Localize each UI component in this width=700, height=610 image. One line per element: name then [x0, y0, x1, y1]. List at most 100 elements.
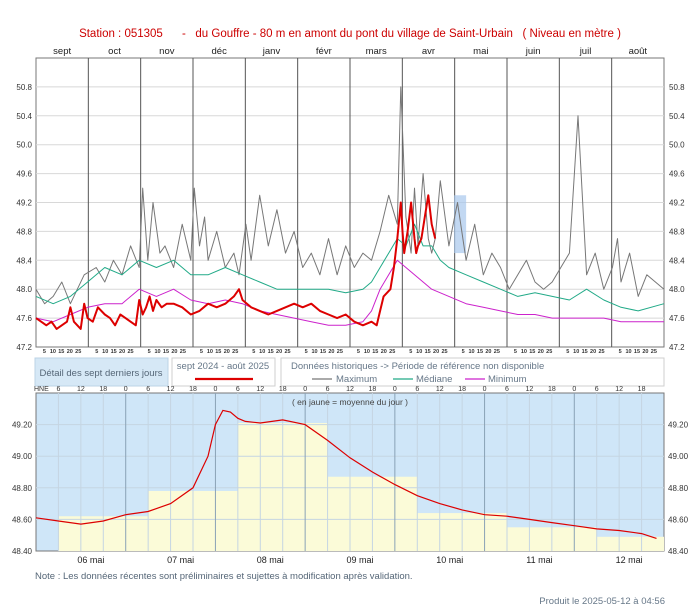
y-tick-label-right: 50.8 — [669, 83, 685, 92]
day-tick-label: 25 — [441, 349, 447, 355]
month-label: juil — [579, 46, 592, 57]
day-tick-label: 10 — [50, 349, 56, 355]
maximum-series-line — [35, 86, 665, 305]
y-tick-label-right: 47.6 — [669, 314, 685, 323]
recent-week-highlight — [454, 195, 467, 254]
hour-tick-label: 6 — [415, 386, 419, 393]
month-label: oct — [108, 46, 121, 57]
day-tick-label: 10 — [259, 349, 265, 355]
month-label: mars — [366, 46, 387, 57]
day-tick-label: 5 — [200, 349, 203, 355]
hour-tick-label: 6 — [146, 386, 150, 393]
day-tick-label: 10 — [311, 349, 317, 355]
hour-tick-label: 18 — [99, 386, 107, 393]
day-label: 12 mai — [616, 555, 643, 565]
detail-subtitle: ( en jaune = moyenne du jour ) — [292, 397, 408, 407]
day-tick-label: 20 — [119, 349, 125, 355]
legend: Détail des sept derniers jours sept 2024… — [34, 357, 665, 387]
hour-tick-label: 12 — [436, 386, 444, 393]
day-tick-label: 15 — [320, 349, 326, 355]
month-label: août — [629, 46, 648, 57]
day-label: 09 mai — [346, 555, 373, 565]
day-tick-label: 15 — [215, 349, 221, 355]
month-label: sept — [53, 46, 71, 57]
day-tick-label: 25 — [546, 349, 552, 355]
day-tick-label: 5 — [305, 349, 308, 355]
legend-historic-label: Données historiques -> Période de référe… — [291, 361, 544, 372]
hour-tick-label: 0 — [393, 386, 397, 393]
y-tick-label-right: 47.2 — [669, 343, 685, 352]
hour-tick-label: 18 — [548, 386, 556, 393]
detail-y-tick-label: 48.80 — [12, 484, 33, 493]
y-tick-label: 50.8 — [16, 83, 32, 92]
day-tick-label: 20 — [224, 349, 230, 355]
day-tick-label: 5 — [148, 349, 151, 355]
day-label: 07 mai — [167, 555, 194, 565]
day-tick-label: 10 — [468, 349, 474, 355]
y-tick-label: 50.4 — [16, 112, 32, 121]
day-tick-label: 5 — [462, 349, 465, 355]
hour-tick-label: 12 — [167, 386, 175, 393]
hour-tick-label: 0 — [483, 386, 487, 393]
hour-tick-label: 18 — [369, 386, 377, 393]
detail-y-tick-label: 48.40 — [12, 547, 33, 556]
day-tick-label: 25 — [75, 349, 81, 355]
y-tick-label: 48.8 — [16, 227, 32, 236]
footnote: Note : Les données récentes sont prélimi… — [35, 571, 413, 582]
day-tick-label: 20 — [276, 349, 282, 355]
day-tick-label: 10 — [573, 349, 579, 355]
detail-y-tick-label-right: 49.20 — [668, 421, 689, 430]
legend-min-label: Minimum — [488, 374, 527, 385]
hour-tick-label: 12 — [256, 386, 264, 393]
legend-historic-box — [280, 357, 665, 387]
day-tick-label: 20 — [67, 349, 73, 355]
day-tick-label: 20 — [485, 349, 491, 355]
legend-current-label: sept 2024 - août 2025 — [177, 361, 269, 372]
legend-median-label: Médiane — [416, 374, 452, 385]
day-tick-label: 20 — [642, 349, 648, 355]
recent-detail-label[interactable]: Détail des sept derniers jours — [39, 368, 162, 379]
recent-detail-button[interactable] — [34, 357, 169, 387]
produced-date: Produit le 2025-05-12 à 04:56 — [539, 596, 665, 607]
y-tick-label: 49.2 — [16, 199, 32, 208]
day-tick-label: 15 — [111, 349, 117, 355]
day-tick-label: 25 — [180, 349, 186, 355]
hour-tick-label: 6 — [326, 386, 330, 393]
day-tick-label: 25 — [284, 349, 290, 355]
y-tick-label-right: 48.0 — [669, 285, 685, 294]
y-tick-label-right: 49.6 — [669, 170, 685, 179]
day-tick-label: 10 — [207, 349, 213, 355]
hour-tick-label: 18 — [458, 386, 466, 393]
day-tick-label: 20 — [171, 349, 177, 355]
day-tick-label: 25 — [127, 349, 133, 355]
y-tick-label-right: 49.2 — [669, 199, 685, 208]
weekly-detail-chart: 48.40 48.40 48.60 48.60 48.80 48.80 49.00 49.00… — [12, 386, 689, 565]
detail-y-tick-label: 49.00 — [12, 452, 33, 461]
day-tick-label: 15 — [477, 349, 483, 355]
day-tick-label: 20 — [538, 349, 544, 355]
detail-y-tick-label-right: 48.40 — [668, 547, 689, 556]
month-label: janv — [262, 46, 281, 57]
day-tick-label: 5 — [252, 349, 255, 355]
median-series-line — [35, 223, 665, 312]
hour-tick-label: 18 — [189, 386, 197, 393]
y-tick-label: 47.2 — [16, 343, 32, 352]
hour-tick-label: 6 — [56, 386, 60, 393]
day-tick-label: 15 — [582, 349, 588, 355]
detail-y-tick-label: 49.20 — [12, 421, 33, 430]
timezone-label: HNE — [34, 386, 49, 393]
day-tick-label: 25 — [337, 349, 343, 355]
day-tick-label: 10 — [102, 349, 108, 355]
detail-y-tick-label: 48.60 — [12, 515, 33, 524]
day-tick-label: 5 — [514, 349, 517, 355]
day-tick-label: 10 — [154, 349, 160, 355]
day-tick-label: 25 — [494, 349, 500, 355]
day-tick-label: 15 — [372, 349, 378, 355]
month-label: nov — [159, 46, 175, 57]
day-tick-label: 20 — [381, 349, 387, 355]
day-label: 06 mai — [77, 555, 104, 565]
legend-current-box — [171, 357, 276, 387]
day-tick-label: 25 — [232, 349, 238, 355]
minimum-series-line — [35, 259, 664, 326]
